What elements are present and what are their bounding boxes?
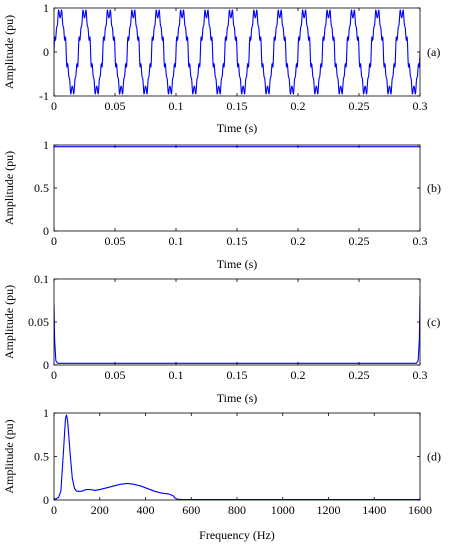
x-tick-label: 800	[228, 503, 246, 517]
y-axis-label: Amplitude (pu)	[2, 15, 16, 89]
x-tick-label: 0.1	[169, 368, 184, 382]
x-tick-label: 0.2	[291, 99, 306, 113]
x-axis-label: Time (s)	[217, 391, 258, 405]
data-line	[54, 414, 420, 500]
y-tick-label: 1	[43, 406, 49, 420]
y-tick-label: 0	[43, 45, 49, 59]
data-line	[54, 296, 420, 364]
panel-label: (a)	[427, 45, 440, 59]
x-tick-label: 0.15	[227, 99, 248, 113]
x-tick-label: 0.05	[105, 368, 126, 382]
panel-3: 0 0.05 0.1 0.15 0.2 0.25 0.3 0 0.05 0.1 Time (s) Am…	[2, 272, 440, 405]
x-tick-label: 0.25	[349, 368, 370, 382]
x-tick-label: 0.3	[413, 368, 428, 382]
x-axis-label: Time (s)	[217, 121, 258, 135]
axes-box	[53, 278, 421, 366]
x-tick-label: 0.05	[105, 234, 126, 248]
x-tick-label: 0.2	[291, 234, 306, 248]
panel-label: (c)	[427, 315, 440, 329]
x-tick-label: 0.1	[169, 99, 184, 113]
x-tick-label: 1400	[362, 503, 386, 517]
panel-label: (b)	[427, 181, 441, 195]
axes-box	[53, 144, 421, 232]
y-tick-label: 0.5	[34, 181, 49, 195]
y-tick-label: 0	[43, 358, 49, 372]
x-tick-label: 0.15	[227, 234, 248, 248]
x-tick-label: 200	[91, 503, 109, 517]
x-tick-label: 0.25	[349, 234, 370, 248]
y-tick-label: 0	[43, 493, 49, 507]
x-tick-label: 0	[51, 503, 57, 517]
x-tick-label: 0.3	[413, 234, 428, 248]
x-tick-label: 1000	[271, 503, 295, 517]
y-tick-label: -1	[39, 89, 49, 103]
x-tick-label: 0	[51, 99, 57, 113]
y-axis-label: Amplitude (pu)	[2, 151, 16, 225]
panel-2: 0 0.05 0.1 0.15 0.2 0.25 0.3 0 0.5 1 Time (s) Ampli…	[2, 138, 441, 271]
x-tick-label: 0	[51, 368, 57, 382]
x-tick-label: 0.05	[105, 99, 126, 113]
y-tick-label: 0	[43, 224, 49, 238]
x-tick-label: 0.25	[349, 99, 370, 113]
y-tick-label: 1	[43, 138, 49, 152]
y-tick-label: 0.5	[34, 450, 49, 464]
panel-4: 0 200 400 600 800 1000 1200 1400 1600 0 0.5 1 Freque…	[2, 406, 441, 542]
x-tick-label: 1600	[408, 503, 432, 517]
x-tick-label: 0.3	[413, 99, 428, 113]
x-tick-label: 1200	[317, 503, 341, 517]
y-tick-label: 1	[43, 1, 49, 15]
x-tick-label: 600	[182, 503, 200, 517]
y-axis-label: Amplitude (pu)	[2, 285, 16, 359]
x-tick-label: 0.15	[227, 368, 248, 382]
x-axis-label: Time (s)	[217, 257, 258, 271]
data-line	[54, 9, 420, 95]
y-tick-label: 0.1	[34, 272, 49, 286]
x-axis-label: Frequency (Hz)	[199, 528, 275, 542]
x-tick-label: 0.2	[291, 368, 306, 382]
x-tick-label: 0.1	[169, 234, 184, 248]
y-tick-label: 0.05	[28, 315, 49, 329]
x-tick-label: 0	[51, 234, 57, 248]
y-axis-label: Amplitude (pu)	[2, 419, 16, 493]
x-tick-label: 400	[137, 503, 155, 517]
panel-label: (d)	[427, 450, 441, 464]
